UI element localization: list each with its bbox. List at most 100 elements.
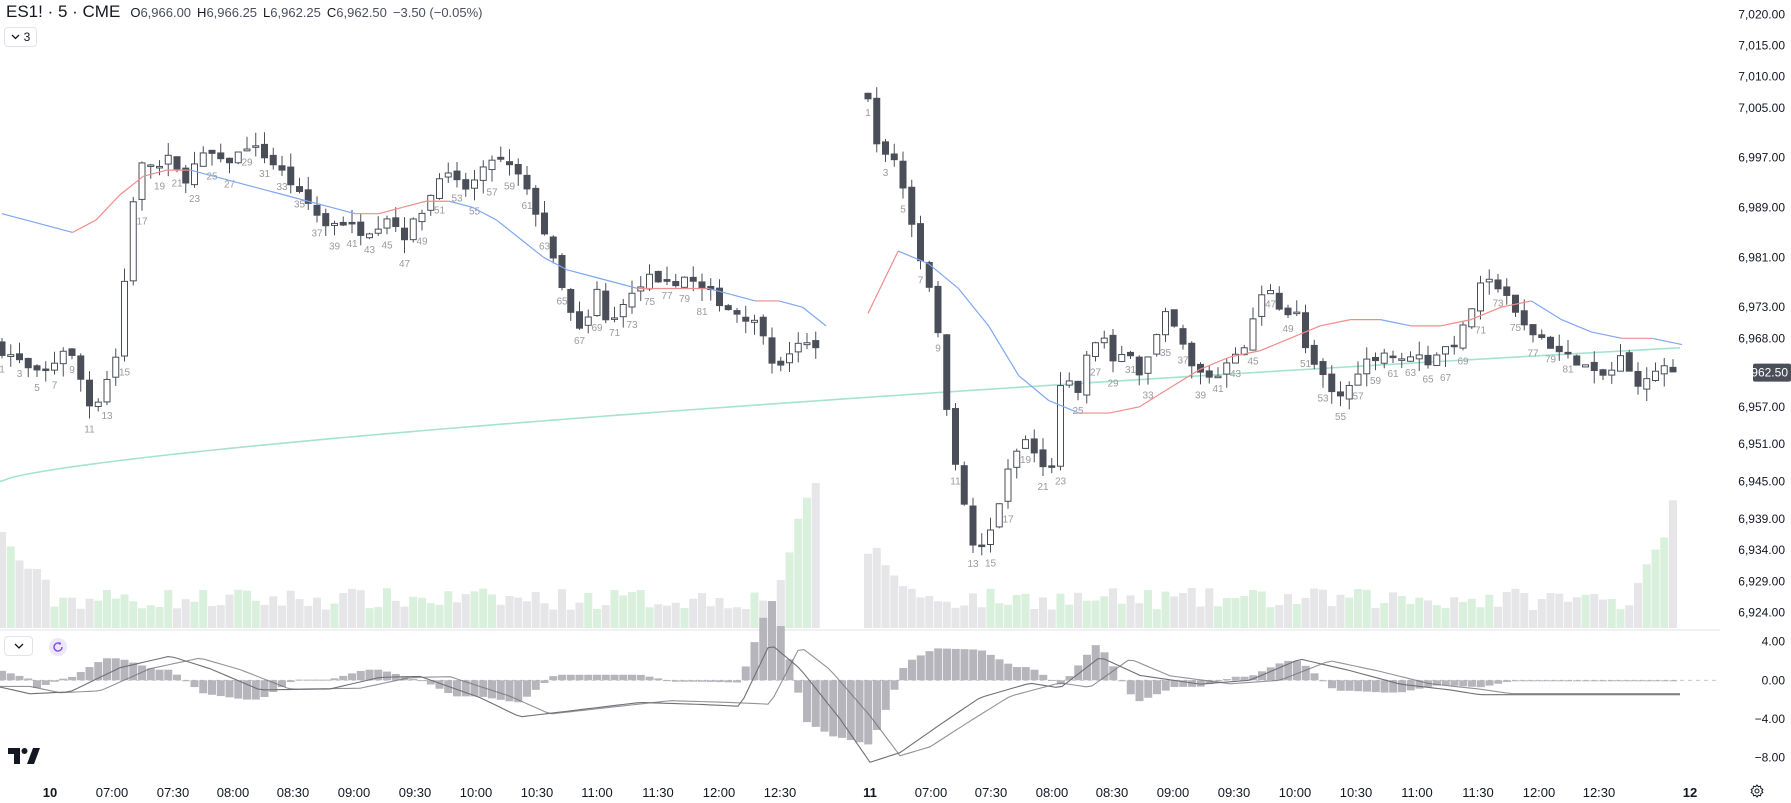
candle: [969, 505, 977, 546]
macd-histogram-bar: [505, 680, 514, 702]
volume-bar: [1152, 609, 1161, 628]
candle: [567, 288, 575, 313]
macd-histogram-bar: [706, 680, 715, 682]
macd-histogram-bar: [1240, 676, 1249, 681]
macd-histogram-bar: [1494, 680, 1503, 684]
macd-histogram-bar: [348, 673, 356, 681]
volume-bar: [208, 605, 216, 628]
candle: [1573, 355, 1581, 366]
volume-bar: [1135, 603, 1144, 628]
volume-bar: [619, 595, 628, 628]
macd-histogram-bar: [820, 680, 829, 732]
ma-fast-segment: [1109, 406, 1140, 414]
candle: [584, 316, 592, 326]
candle: [751, 319, 758, 323]
macd-histogram-bar: [1625, 680, 1634, 682]
macd-histogram-bar: [978, 650, 986, 681]
volume-bar: [995, 603, 1004, 628]
volume-bar: [969, 593, 977, 628]
volume-bar: [1634, 582, 1642, 628]
volume-bar: [741, 609, 750, 628]
macd-histogram-bar: [969, 649, 978, 681]
candle: [357, 221, 365, 236]
macd-histogram-bar: [890, 680, 899, 690]
macd-histogram-bar: [986, 654, 995, 681]
macd-histogram-bar: [1660, 680, 1669, 682]
candle: [1485, 278, 1493, 283]
ma-fast-segment: [378, 206, 403, 215]
last-price-tag: [1753, 363, 1791, 382]
ma-fast-segment: [1229, 350, 1261, 358]
candle: [383, 218, 391, 229]
bar-number-label: 35: [294, 199, 306, 210]
volume-bar: [94, 600, 103, 628]
chevron-down-icon: [11, 34, 20, 40]
macd-histogram-bar: [960, 649, 969, 681]
bar-number-label: 81: [1562, 364, 1574, 375]
macd-histogram-bar: [1188, 680, 1196, 687]
macd-histogram-bar: [461, 680, 470, 697]
tradingview-logo-icon: [8, 748, 40, 764]
candle: [129, 201, 137, 282]
candle: [1608, 369, 1616, 376]
volume-bar: [601, 605, 610, 628]
chart-settings-button[interactable]: [1750, 784, 1764, 803]
candle: [366, 233, 373, 239]
price-axis-label: 6,929.00: [1738, 574, 1785, 588]
price-axis-label: 7,020.00: [1738, 7, 1785, 21]
candle: [960, 465, 968, 505]
candle: [1170, 309, 1178, 327]
candle: [716, 287, 723, 307]
candle: [1162, 311, 1169, 336]
volume-bar: [1555, 593, 1564, 628]
macd-histogram-bar: [671, 680, 680, 682]
volume-bar: [1441, 608, 1450, 628]
indicators-toggle-button[interactable]: 3: [4, 27, 37, 47]
volume-bar: [120, 594, 129, 628]
volume-bar: [1214, 606, 1222, 628]
macd-signal-line: [0, 649, 1680, 757]
ma-fast-segment: [237, 181, 262, 190]
candle: [506, 161, 513, 166]
macd-histogram-bar: [33, 680, 41, 689]
macd-histogram-bar: [864, 680, 873, 745]
bar-number-label: 3: [883, 168, 889, 179]
candle: [995, 503, 1003, 528]
volume-bar: [942, 601, 951, 628]
volume-bar: [1021, 593, 1030, 628]
volume-bar: [146, 605, 155, 628]
volume-bar: [1564, 601, 1572, 628]
macd-histogram-bar: [1345, 680, 1354, 691]
macd-histogram-bar: [1126, 680, 1135, 695]
candle: [1660, 365, 1668, 375]
volume-bar: [426, 603, 435, 628]
volume-bar: [1039, 597, 1047, 628]
ma-fast-segment: [778, 300, 803, 308]
macd-histogram-bar: [1328, 680, 1336, 689]
volume-bar: [811, 483, 820, 628]
volume-bar: [181, 599, 190, 628]
macd-histogram-bar: [103, 658, 111, 681]
macd-histogram-bar: [619, 674, 628, 681]
macd-histogram-bar: [916, 655, 925, 681]
macd-histogram-bar: [811, 680, 820, 727]
macd-histogram-bar: [838, 680, 846, 738]
pane-collapse-button[interactable]: [4, 636, 33, 656]
time-axis-label: 11:00: [1401, 785, 1433, 800]
volume-bar: [260, 604, 269, 628]
ma-fast-segment: [802, 306, 827, 327]
candle: [147, 164, 155, 167]
candle: [873, 97, 881, 145]
candle: [313, 204, 321, 216]
candle: [1372, 357, 1379, 362]
symbol-title[interactable]: ES1! · 5 · CME: [6, 2, 121, 21]
time-axis-label: 08:00: [1036, 785, 1069, 800]
candle: [1634, 370, 1642, 387]
refresh-button[interactable]: [49, 638, 67, 656]
candle: [943, 334, 951, 410]
volume-bar: [1572, 597, 1581, 628]
tradingview-logo[interactable]: [8, 748, 40, 770]
ma-fast-segment: [119, 175, 144, 196]
volume-bar: [1144, 589, 1152, 628]
